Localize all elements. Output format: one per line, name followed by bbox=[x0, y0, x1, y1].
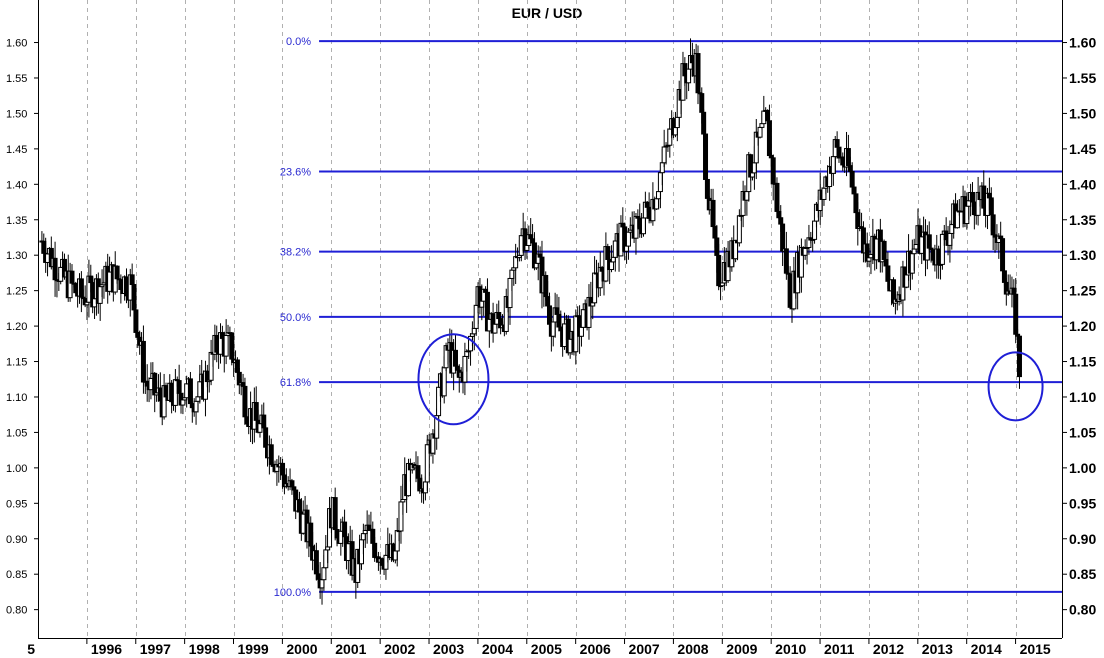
right-y-axis: 0.80 0.85 0.90 0.95 1.00 1.05 1.10 1.15 1.20 1.25… bbox=[1062, 35, 1096, 618]
chart-title: EUR / USD bbox=[512, 5, 583, 21]
year-label: 2004 bbox=[482, 641, 513, 657]
fib-level-label: 100.0% bbox=[274, 587, 312, 599]
right-tick-label: 0.80 bbox=[1069, 602, 1096, 618]
candle-body bbox=[133, 309, 139, 333]
candle-body bbox=[321, 567, 327, 581]
year-label: 2007 bbox=[629, 641, 660, 657]
left-y-axis: 0.80 0.85 0.90 0.95 1.00 1.05 1.10 1.15 1.20 1.25… bbox=[6, 38, 38, 617]
highlight-circle bbox=[987, 351, 1044, 422]
candle-body bbox=[332, 497, 338, 531]
fib-level-label: 0.0% bbox=[286, 36, 311, 48]
candle-body bbox=[704, 178, 710, 199]
right-tick-label: 1.30 bbox=[1069, 247, 1096, 263]
year-label: 2009 bbox=[726, 641, 757, 657]
year-label: 1998 bbox=[189, 641, 220, 657]
partial-year-label: 5 bbox=[27, 641, 35, 657]
right-tick-label: 1.10 bbox=[1069, 389, 1096, 405]
left-tick-label: 1.10 bbox=[6, 392, 27, 404]
right-tick-label: 1.20 bbox=[1069, 318, 1096, 334]
fibonacci-levels: 0.0% 23.6% 38.2% 50.0% 61.8% 100.0% bbox=[274, 36, 1062, 599]
left-tick-label: 0.85 bbox=[6, 569, 27, 581]
left-tick-label: 1.30 bbox=[6, 250, 27, 262]
candle-body bbox=[131, 284, 137, 311]
right-tick-label: 1.60 bbox=[1069, 35, 1096, 51]
left-tick-label: 1.50 bbox=[6, 108, 27, 120]
candle-body bbox=[778, 217, 784, 225]
year-label: 2015 bbox=[1020, 641, 1051, 657]
year-label: 2012 bbox=[873, 641, 904, 657]
left-tick-label: 1.40 bbox=[6, 179, 27, 191]
candle-body bbox=[1013, 293, 1019, 335]
year-label: 2005 bbox=[531, 641, 562, 657]
year-label: 2014 bbox=[971, 641, 1002, 657]
right-tick-label: 1.55 bbox=[1069, 70, 1096, 86]
candle-body bbox=[441, 367, 447, 397]
right-tick-label: 1.50 bbox=[1069, 105, 1096, 121]
right-tick-label: 1.45 bbox=[1069, 141, 1096, 157]
right-tick-label: 1.00 bbox=[1069, 460, 1096, 476]
candle-body bbox=[990, 214, 996, 236]
year-label: 2006 bbox=[580, 641, 611, 657]
highlight-circle bbox=[417, 333, 490, 426]
fib-level-label: 61.8% bbox=[280, 377, 311, 389]
left-tick-label: 0.90 bbox=[6, 534, 27, 546]
candle-body bbox=[625, 231, 631, 247]
candle-body bbox=[268, 444, 274, 465]
right-tick-label: 1.05 bbox=[1069, 424, 1096, 440]
left-tick-label: 1.60 bbox=[6, 38, 27, 50]
year-label: 2013 bbox=[922, 641, 953, 657]
right-tick-label: 0.85 bbox=[1069, 566, 1096, 582]
year-label: 2001 bbox=[335, 641, 366, 657]
left-tick-label: 1.35 bbox=[6, 215, 27, 227]
right-tick-label: 1.35 bbox=[1069, 212, 1096, 228]
left-tick-label: 1.25 bbox=[6, 286, 27, 298]
year-label: 1999 bbox=[238, 641, 269, 657]
candle-body bbox=[223, 335, 229, 357]
fib-level-label: 23.6% bbox=[280, 167, 311, 179]
left-tick-label: 1.45 bbox=[6, 144, 27, 156]
year-label: 2000 bbox=[286, 641, 317, 657]
year-label: 2010 bbox=[775, 641, 806, 657]
candle-series bbox=[39, 38, 1022, 605]
year-label: 2002 bbox=[384, 641, 415, 657]
fib-level-label: 38.2% bbox=[280, 247, 311, 259]
left-tick-label: 1.15 bbox=[6, 357, 27, 369]
left-tick-label: 1.55 bbox=[6, 73, 27, 85]
candle-body bbox=[759, 123, 765, 128]
year-gridlines bbox=[87, 0, 1017, 638]
x-axis: 5 1996 1997 1998 1999 2000 2001 2002 2003 2004 200… bbox=[27, 638, 1051, 657]
year-label: 2011 bbox=[824, 641, 855, 657]
candle-body bbox=[452, 349, 458, 367]
left-tick-label: 1.00 bbox=[6, 463, 27, 475]
year-label: 2003 bbox=[433, 641, 464, 657]
candle-body bbox=[969, 191, 975, 203]
candle-body bbox=[114, 265, 120, 280]
highlight-circles bbox=[417, 333, 1044, 426]
right-tick-label: 1.15 bbox=[1069, 354, 1096, 370]
year-label: 1996 bbox=[91, 641, 122, 657]
right-tick-label: 0.95 bbox=[1069, 495, 1096, 511]
left-tick-label: 1.20 bbox=[6, 321, 27, 333]
right-tick-label: 1.40 bbox=[1069, 176, 1096, 192]
candle-body bbox=[609, 261, 615, 271]
year-label: 2008 bbox=[677, 641, 708, 657]
candle-body bbox=[1016, 335, 1022, 378]
left-tick-label: 1.05 bbox=[6, 427, 27, 439]
left-tick-label: 0.80 bbox=[6, 605, 27, 617]
fib-level-label: 50.0% bbox=[280, 312, 311, 324]
left-tick-label: 0.95 bbox=[6, 498, 27, 510]
right-tick-label: 0.90 bbox=[1069, 531, 1096, 547]
right-tick-label: 1.25 bbox=[1069, 283, 1096, 299]
candle-body bbox=[766, 120, 772, 157]
candle-body bbox=[605, 246, 611, 260]
candle-body bbox=[129, 274, 135, 286]
candle-body bbox=[578, 326, 584, 337]
year-label: 1997 bbox=[140, 641, 171, 657]
